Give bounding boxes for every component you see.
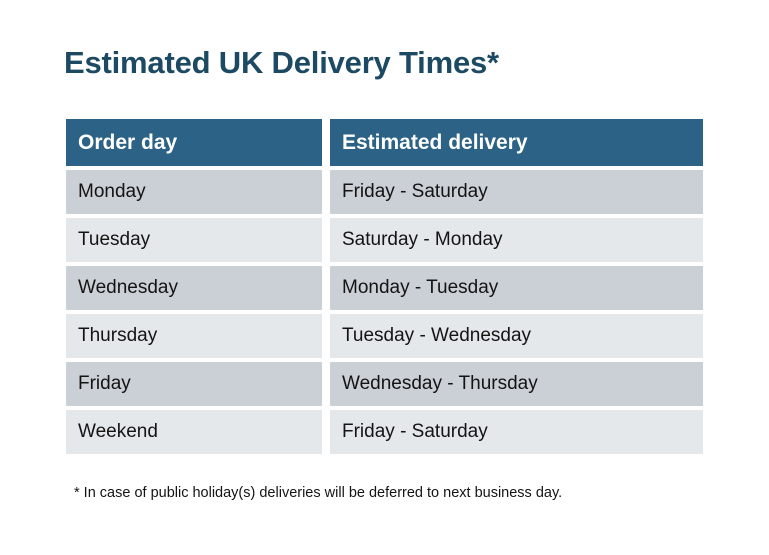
cell-estimated-delivery: Monday - Tuesday [330, 266, 703, 310]
cell-order-day: Thursday [66, 314, 322, 358]
cell-estimated-delivery: Wednesday - Thursday [330, 362, 703, 406]
cell-estimated-delivery: Friday - Saturday [330, 410, 703, 454]
cell-order-day: Monday [66, 170, 322, 214]
delivery-times-table: Order day Estimated delivery Monday Frid… [66, 119, 703, 454]
table-row: Thursday Tuesday - Wednesday [66, 314, 703, 358]
page-title: Estimated UK Delivery Times* [64, 45, 499, 80]
table-row: Wednesday Monday - Tuesday [66, 266, 703, 310]
footnote: * In case of public holiday(s) deliverie… [74, 485, 563, 501]
cell-estimated-delivery: Saturday - Monday [330, 218, 703, 262]
cell-order-day: Friday [66, 362, 322, 406]
table-row: Friday Wednesday - Thursday [66, 362, 703, 406]
cell-order-day: Tuesday [66, 218, 322, 262]
table-header-row: Order day Estimated delivery [66, 119, 703, 166]
cell-order-day: Wednesday [66, 266, 322, 310]
column-header-order-day: Order day [66, 119, 322, 166]
table-row: Monday Friday - Saturday [66, 170, 703, 214]
column-header-estimated-delivery: Estimated delivery [330, 119, 703, 166]
table-row: Tuesday Saturday - Monday [66, 218, 703, 262]
cell-estimated-delivery: Friday - Saturday [330, 170, 703, 214]
cell-order-day: Weekend [66, 410, 322, 454]
cell-estimated-delivery: Tuesday - Wednesday [330, 314, 703, 358]
table-row: Weekend Friday - Saturday [66, 410, 703, 454]
